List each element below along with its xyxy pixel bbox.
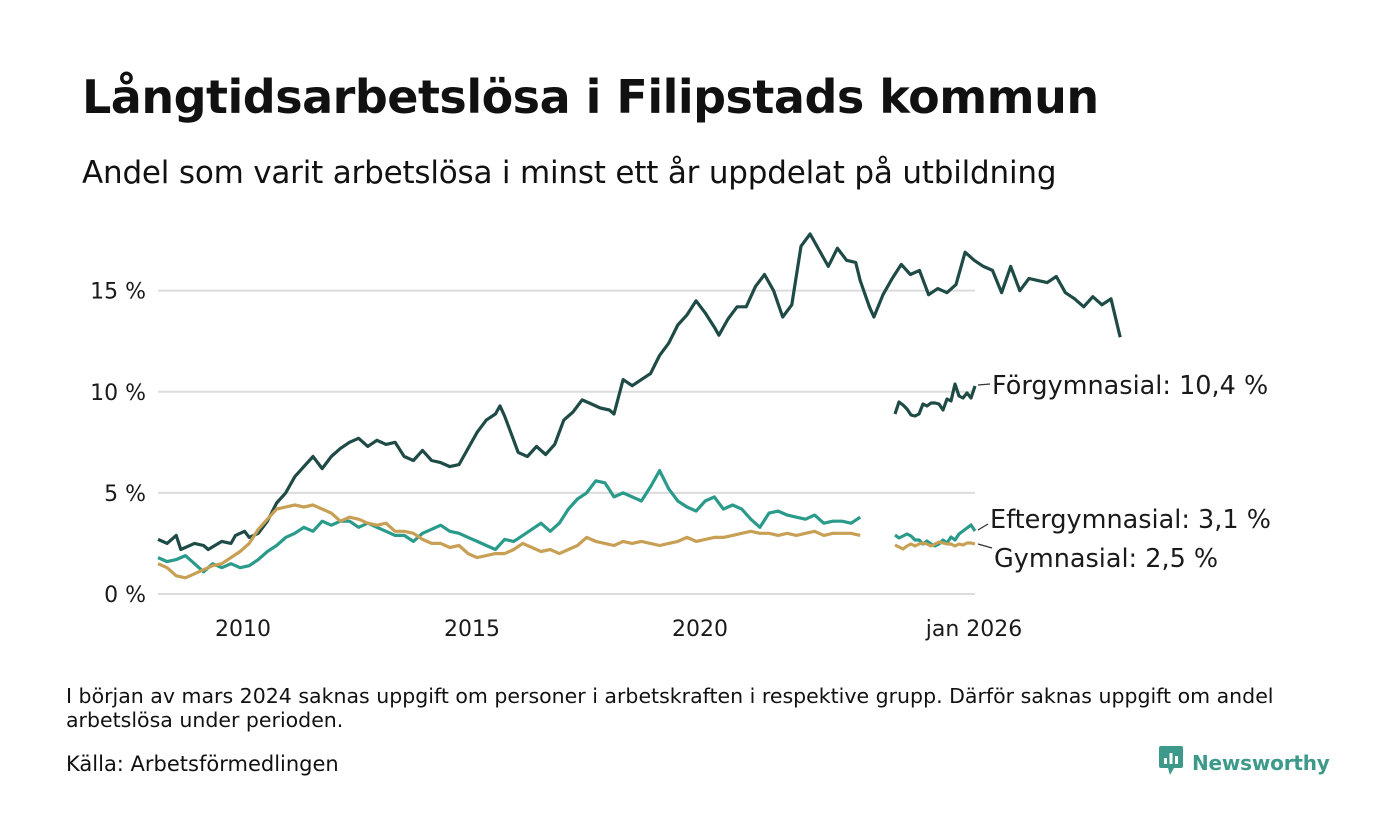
x-tick-label: jan 2026 <box>925 617 1023 642</box>
y-tick-label: 10 % <box>90 381 146 406</box>
series-line-eftergymnasial <box>157 469 862 574</box>
series-line-eftergymnasial-2024 <box>894 523 977 548</box>
y-axis-ticks: 0 % 5 % 10 % 15 % <box>90 280 146 608</box>
label-leader-line <box>977 543 993 549</box>
x-tick-label: 2010 <box>215 617 271 642</box>
brand-logo[interactable]: Newsworthy <box>1158 745 1330 781</box>
x-tick-label: 2015 <box>444 617 500 642</box>
x-tick-label: 2020 <box>672 617 728 642</box>
series-end-label: Eftergymnasial: 3,1 % <box>990 505 1271 535</box>
y-tick-label: 15 % <box>90 280 146 305</box>
chart-subtitle: Andel som varit arbetslösa i minst ett å… <box>82 155 1057 191</box>
brand-name: Newsworthy <box>1192 751 1330 775</box>
label-leader-line <box>977 523 989 531</box>
source-credit: Källa: Arbetsförmedlingen <box>66 752 339 776</box>
series-line-gymnasial <box>157 503 861 580</box>
y-tick-label: 5 % <box>104 482 146 507</box>
series-line-förgymnasial-2024 <box>893 382 977 418</box>
series-labels: Förgymnasial: 10,4 % Eftergymnasial: 3,1 … <box>977 371 1271 574</box>
series-line-gymnasial-2024 <box>894 540 976 551</box>
series-end-label: Gymnasial: 2,5 % <box>994 544 1218 574</box>
chart-title: Långtidsarbetslösa i Filipstads kommun <box>82 70 1099 124</box>
label-leader-line <box>977 383 991 386</box>
series-end-label: Förgymnasial: 10,4 % <box>992 371 1268 401</box>
missing-data-note: I början av mars 2024 saknas uppgift om … <box>66 684 1274 732</box>
y-tick-label: 0 % <box>104 583 146 608</box>
series-lines <box>157 232 1122 580</box>
newsworthy-logo-icon <box>1158 745 1184 781</box>
series-line-förgymnasial <box>157 232 1122 552</box>
x-axis-ticks: 2010 2015 2020 jan 2026 <box>215 617 1022 642</box>
grid-lines <box>158 289 975 595</box>
